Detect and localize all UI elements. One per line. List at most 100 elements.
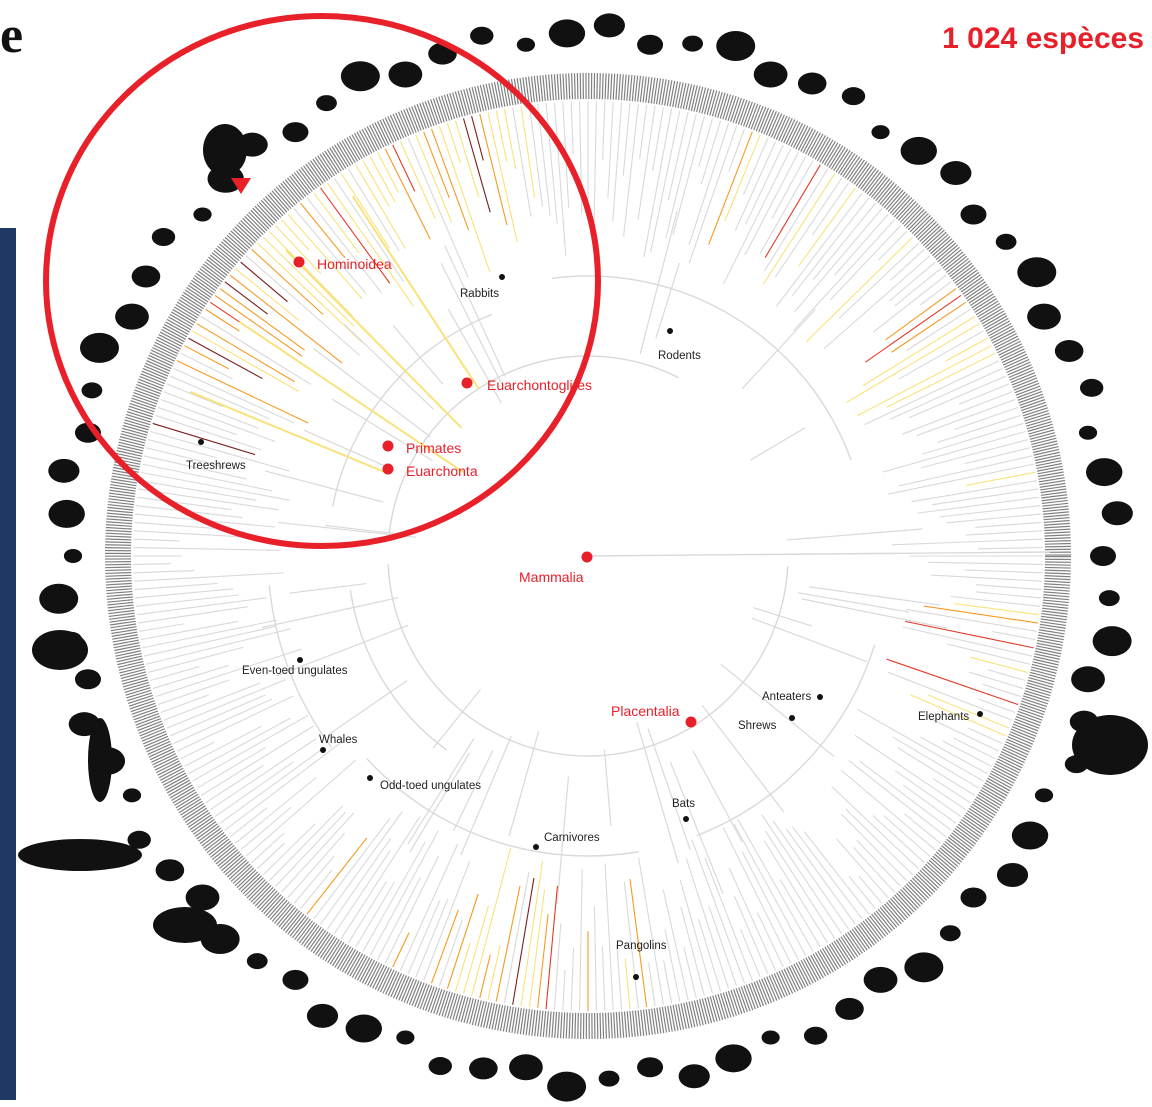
tip-branch [958,383,1010,405]
tip-branch [862,316,976,387]
animal-silhouette-icon [678,1064,710,1089]
animal-silhouette-icon [81,382,103,399]
tip-branch [764,164,821,258]
tip-branch [313,192,360,254]
internal-branch [349,589,448,751]
tip-branch [968,727,1003,745]
tip-branch [136,496,232,511]
tip-branch [219,748,323,824]
animal-silhouette-icon [127,830,151,849]
highlight-layer [43,13,601,549]
internal-branch [366,758,640,857]
animal-silhouette-icon [1078,425,1098,440]
animal-silhouette-icon [960,887,987,908]
tip-branch [579,869,583,1011]
internal-branch [720,663,835,758]
group-label-bats: Bats [672,798,695,810]
tip-branch [274,225,322,274]
tip-branch [438,920,463,987]
tip-branch [348,880,388,944]
tip-branch [772,820,850,930]
tip-branch [562,969,566,1011]
tip-branch [188,337,263,380]
branch-layer [133,101,1043,1011]
tip-branch [664,929,681,1002]
tip-branch [856,708,984,782]
animal-silhouette-icon [761,1030,780,1045]
tip-branch [840,813,908,882]
tip-branch [764,830,836,939]
animal-silhouette-icon [598,1070,620,1087]
internal-branch [556,776,570,904]
group-label-pangolins: Pangolins [616,940,667,952]
internal-branch [750,427,806,461]
internal-branch [392,325,444,385]
animal-silhouette-icon [1101,501,1133,526]
tip-branch [415,134,453,223]
animal-silhouette-icon [995,233,1017,250]
tip-branch [846,323,980,403]
tip-branch [512,877,535,1005]
tip-branch [479,954,491,999]
tip-branch [479,113,508,226]
tip-branch [392,144,416,192]
tip-branch [144,626,276,657]
tip-branch [667,112,689,201]
tip-branch [902,784,957,824]
tip-branch [734,141,777,231]
internal-branch [669,762,724,895]
tip-branch [622,102,631,176]
group-label-odd-toed: Odd-toed ungulates [380,780,481,792]
tip-branch [142,463,273,492]
tip-branch [904,620,1034,649]
highlight-circle [43,13,601,549]
tip-branch [929,718,1000,752]
internal-branch [447,308,502,404]
tip-branch [333,177,405,282]
internal-branch [753,607,813,627]
tip-branch [975,591,1042,599]
tip-branch [853,846,895,893]
tip-branch [192,714,309,782]
tip-branch [155,414,262,451]
internal-branch-layer [190,195,1051,904]
tip-branch [947,643,1031,665]
group-node-odd-toed [367,775,373,781]
tip-branch [629,878,648,1008]
group-label-whales: Whales [319,734,358,746]
animal-silhouette-icon [185,884,220,911]
side-panel [0,228,16,1100]
tip-branch [908,375,1007,419]
tip-branch [877,230,908,261]
tip-branch [139,623,184,632]
internal-branch [647,728,691,850]
group-node-whales [320,747,326,753]
group-node-even-toed [297,657,303,663]
tip-branch [160,398,276,442]
tip-branch [841,769,936,851]
tip-branch [430,909,459,984]
tip-branch [848,760,947,838]
tip-branch [355,164,406,250]
tip-branch [133,547,280,551]
tip-branch [553,102,567,256]
animal-silhouette-icon [193,207,212,222]
tip-branch [891,301,967,353]
tip-branch [733,823,807,956]
tip-branch [911,480,1037,503]
tip-branch [688,125,738,264]
tip-branch [293,208,367,294]
rhinoceros-icon [153,907,217,943]
tip-branch [300,869,333,910]
tip-branch [139,480,257,501]
internal-branch [343,323,434,410]
tip-branch [638,857,664,1005]
tip-branch [774,177,843,278]
tip-branch [728,867,777,971]
tip-branch [487,944,501,1000]
tip-branch [663,960,673,1004]
tip-branch [545,102,558,224]
primate-branch [238,320,465,474]
tip-branch [140,620,239,641]
tip-branch [894,268,942,307]
